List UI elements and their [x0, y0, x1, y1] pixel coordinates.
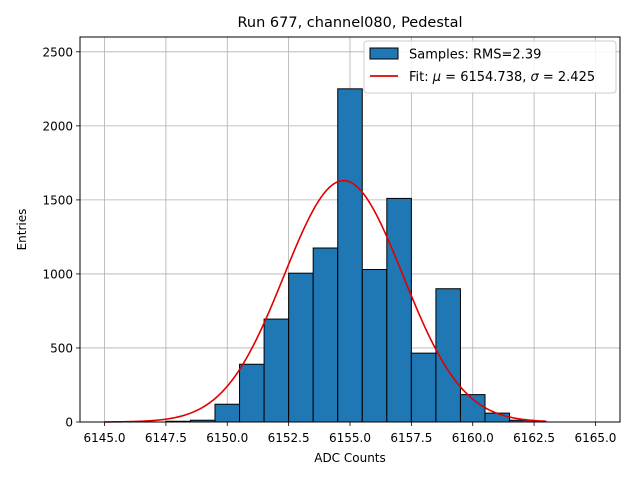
- x-tick-label-7: 6162.5: [513, 431, 555, 445]
- x-tick-label-1: 6147.5: [145, 431, 187, 445]
- histogram-bar-13: [484, 412, 511, 423]
- legend-swatch-samples: [369, 47, 399, 60]
- legend: Samples: RMS=2.39 Fit: μ = 6154.738, σ =…: [363, 40, 617, 94]
- x-tick-label-2: 6150.0: [206, 431, 248, 445]
- y-tick-label-3: 1500: [42, 193, 73, 207]
- y-axis-label: Entries: [15, 209, 29, 251]
- legend-box: [363, 40, 617, 94]
- histogram-bar-4: [263, 318, 290, 423]
- histogram-bar-11: [435, 288, 461, 423]
- x-tick-label-0: 6145.0: [84, 431, 126, 445]
- legend-label-fit: Fit: μ = 6154.738, σ = 2.425: [409, 70, 595, 85]
- gaussian-fit-curve: [104, 179, 547, 423]
- x-tick-label-4: 6155.0: [329, 431, 371, 445]
- chart-title: Run 677, channel080, Pedestal: [237, 15, 462, 31]
- x-tick-label-8: 6165.0: [574, 431, 616, 445]
- x-tick-label-3: 6152.5: [268, 431, 310, 445]
- x-tick-label-6: 6160.0: [452, 431, 494, 445]
- y-tick-label-5: 2500: [42, 45, 73, 59]
- x-axis-label: ADC Counts: [314, 451, 386, 465]
- y-tick-label-4: 2000: [42, 119, 73, 133]
- histogram-bar-6: [312, 247, 339, 423]
- histogram-bar-3: [239, 363, 265, 423]
- histogram-bar-2: [214, 403, 241, 423]
- y-tick-label-1: 500: [50, 341, 73, 355]
- y-tick-label-0: 0: [65, 416, 73, 430]
- x-axis-ticks: 6145.0 6147.5 6150.0 6152.5 6155.0 6157.5 6160…: [84, 422, 616, 445]
- histogram-bar-8: [361, 268, 388, 423]
- fit-curve-layer: [104, 179, 547, 423]
- legend-label-samples: Samples: RMS=2.39: [409, 48, 541, 63]
- histogram-bars: [165, 88, 535, 423]
- histogram-bar-7: [337, 88, 363, 423]
- histogram-bar-9: [386, 197, 412, 423]
- y-tick-label-2: 1000: [42, 267, 73, 281]
- histogram-bar-5: [288, 272, 314, 423]
- y-axis-ticks: 0 500 1000 1500 2000 2500: [42, 45, 80, 430]
- histogram-bar-10: [410, 352, 437, 423]
- x-tick-label-5: 6157.5: [390, 431, 432, 445]
